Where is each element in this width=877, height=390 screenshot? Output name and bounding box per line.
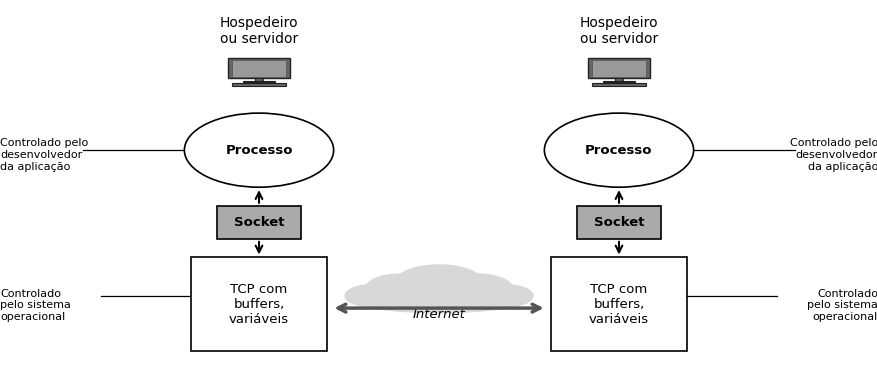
- Bar: [551, 257, 687, 351]
- Text: Controlado
pelo sistema
operacional: Controlado pelo sistema operacional: [806, 289, 877, 322]
- Text: Processo: Processo: [225, 144, 292, 157]
- Text: Controlado pelo
desenvolvedor
da aplicação: Controlado pelo desenvolvedor da aplicaç…: [788, 138, 877, 172]
- Text: Socket: Socket: [593, 216, 644, 229]
- Ellipse shape: [544, 113, 693, 187]
- Bar: [592, 83, 645, 86]
- Bar: [615, 78, 622, 81]
- Bar: [232, 60, 285, 77]
- Bar: [602, 81, 634, 82]
- Ellipse shape: [353, 286, 524, 313]
- Bar: [217, 206, 300, 239]
- Bar: [592, 60, 645, 77]
- Text: Controlado
pelo sistema
operacional: Controlado pelo sistema operacional: [0, 289, 71, 322]
- Bar: [255, 78, 262, 81]
- Text: Internet: Internet: [412, 308, 465, 321]
- Ellipse shape: [393, 265, 484, 303]
- Text: Controlado pelo
desenvolvedor
da aplicação: Controlado pelo desenvolvedor da aplicaç…: [0, 138, 89, 172]
- Bar: [227, 58, 290, 78]
- Text: TCP com
buffers,
variáveis: TCP com buffers, variáveis: [229, 283, 289, 326]
- Bar: [243, 81, 275, 82]
- Text: Hospedeiro
ou servidor: Hospedeiro ou servidor: [579, 16, 658, 46]
- Bar: [232, 83, 285, 86]
- Ellipse shape: [441, 274, 512, 303]
- Ellipse shape: [476, 285, 532, 307]
- Bar: [587, 58, 650, 78]
- Ellipse shape: [345, 285, 401, 307]
- Ellipse shape: [365, 274, 436, 303]
- Text: Socket: Socket: [233, 216, 284, 229]
- Text: Processo: Processo: [585, 144, 652, 157]
- Text: Hospedeiro
ou servidor: Hospedeiro ou servidor: [219, 16, 298, 46]
- Text: TCP com
buffers,
variáveis: TCP com buffers, variáveis: [588, 283, 648, 326]
- Bar: [190, 257, 326, 351]
- Bar: [577, 206, 660, 239]
- Ellipse shape: [184, 113, 333, 187]
